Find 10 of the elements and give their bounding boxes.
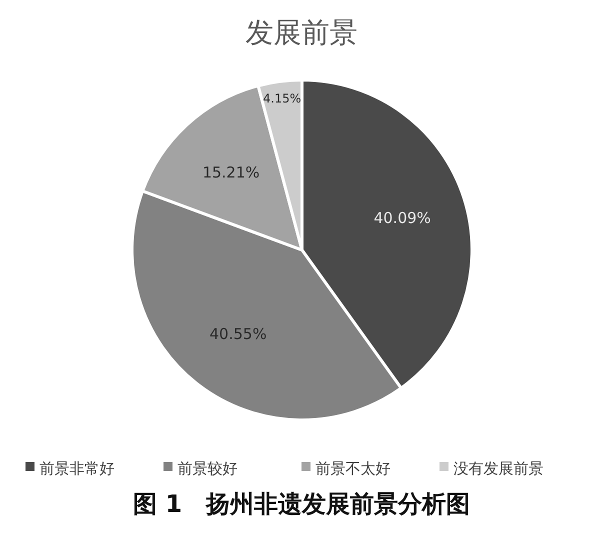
data-label: 40.09% [374, 208, 431, 227]
data-label: 4.15% [263, 92, 302, 106]
caption: 图 1 扬州非遗发展前景分析图 [132, 490, 470, 518]
legend-label: 没有发展前景 [454, 459, 544, 478]
chart-title: 发展前景 [246, 16, 358, 49]
legend-label: 前景不太好 [316, 459, 390, 478]
legend-label: 前景较好 [178, 459, 238, 478]
data-label: 40.55% [210, 325, 267, 344]
legend-label: 前景非常好 [40, 459, 114, 478]
data-label: 15.21% [202, 163, 260, 182]
